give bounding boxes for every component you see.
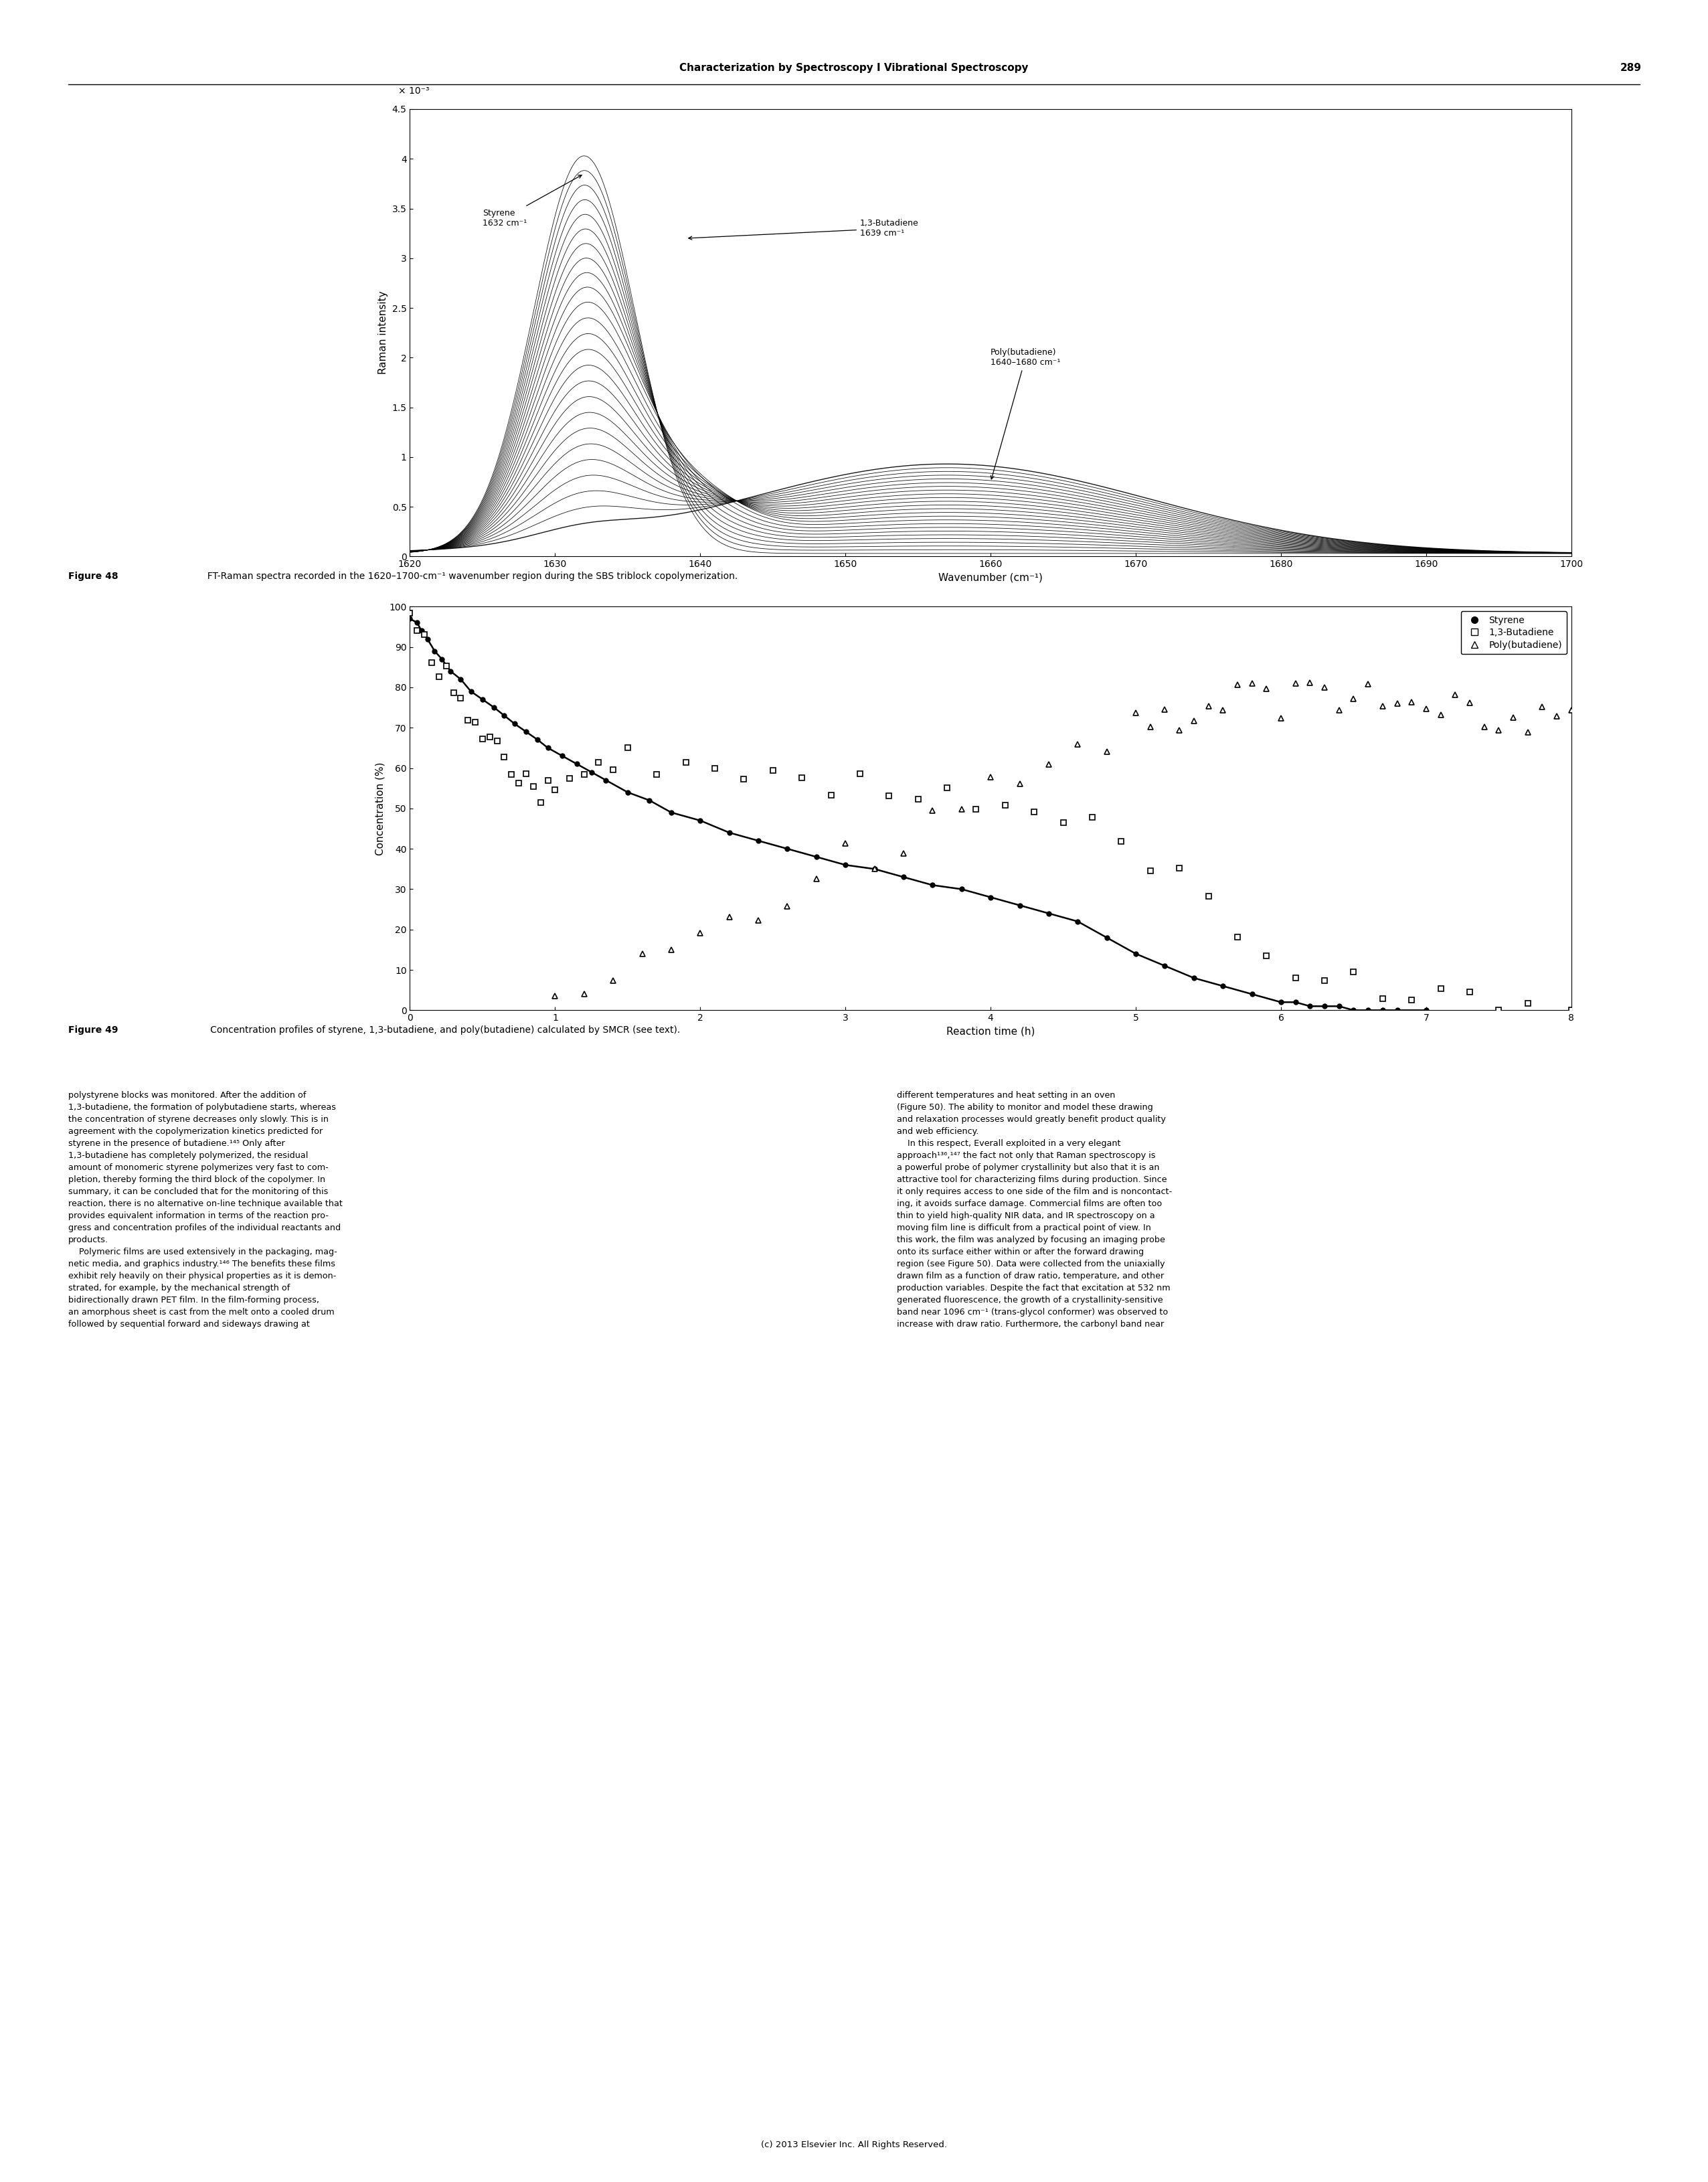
Y-axis label: Raman intensity: Raman intensity [377, 290, 388, 375]
Text: polystyrene blocks was monitored. After the addition of
1,3-butadiene, the forma: polystyrene blocks was monitored. After … [68, 1091, 343, 1329]
Text: Concentration profiles of styrene, 1,3-butadiene, and poly(butadiene) calculated: Concentration profiles of styrene, 1,3-b… [202, 1026, 680, 1034]
Text: 1,3-Butadiene
1639 cm⁻¹: 1,3-Butadiene 1639 cm⁻¹ [688, 218, 919, 240]
Y-axis label: Concentration (%): Concentration (%) [376, 762, 386, 855]
Text: different temperatures and heat setting in an oven
(Figure 50). The ability to m: different temperatures and heat setting … [897, 1091, 1172, 1329]
Text: 289: 289 [1621, 63, 1641, 72]
Text: Styrene
1632 cm⁻¹: Styrene 1632 cm⁻¹ [483, 175, 582, 227]
Text: × 10⁻³: × 10⁻³ [398, 87, 429, 96]
Text: FT-Raman spectra recorded in the 1620–1700-cm⁻¹ wavenumber region during the SBS: FT-Raman spectra recorded in the 1620–17… [202, 572, 738, 580]
Text: Figure 48: Figure 48 [68, 572, 118, 580]
X-axis label: Reaction time (h): Reaction time (h) [946, 1026, 1035, 1036]
Legend: Styrene, 1,3-Butadiene, Poly(butadiene): Styrene, 1,3-Butadiene, Poly(butadiene) [1460, 611, 1566, 655]
Text: (c) 2013 Elsevier Inc. All Rights Reserved.: (c) 2013 Elsevier Inc. All Rights Reserv… [762, 2141, 946, 2149]
Text: Figure 49: Figure 49 [68, 1026, 118, 1034]
Text: Poly(butadiene)
1640–1680 cm⁻¹: Poly(butadiene) 1640–1680 cm⁻¹ [991, 349, 1061, 480]
Text: Characterization by Spectroscopy I Vibrational Spectroscopy: Characterization by Spectroscopy I Vibra… [680, 63, 1028, 72]
X-axis label: Wavenumber (cm⁻¹): Wavenumber (cm⁻¹) [938, 572, 1044, 583]
